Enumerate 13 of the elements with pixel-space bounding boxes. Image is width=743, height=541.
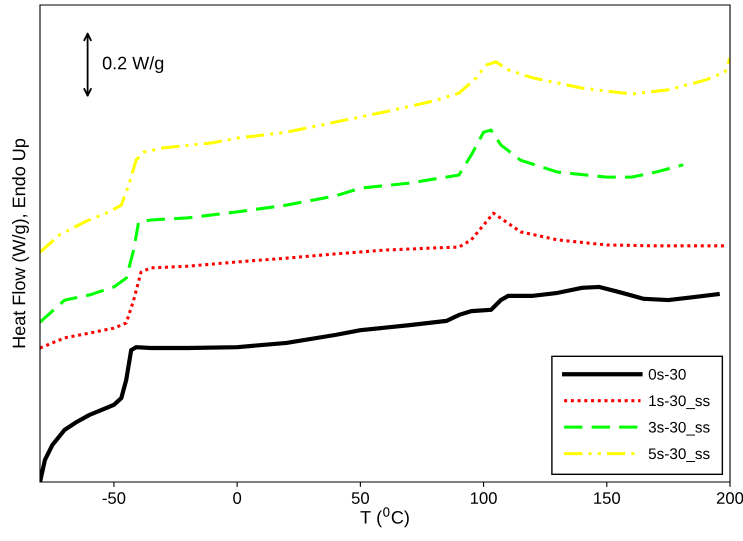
annotation: 0.2 W/g — [102, 56, 164, 74]
legend-label: 5s-30_ss — [648, 448, 710, 462]
y-axis-title: Heat Flow (W/g), Endo Up — [12, 138, 29, 348]
legend-label: 0s-30 — [648, 368, 686, 380]
x-tick-label: 150 — [594, 492, 620, 504]
legend-label: 1s-30_ss — [649, 395, 710, 410]
x-tick-label: 200 — [716, 492, 743, 504]
x-tick-label: 50 — [352, 492, 369, 504]
legend-label: 3s-30_ss — [648, 422, 710, 436]
x-tick-label: -50 — [102, 492, 126, 504]
x-tick-label: 100 — [470, 492, 497, 504]
x-axis-title: T ($^{0}$C) — [360, 507, 409, 528]
x-tick-label: 0 — [233, 492, 242, 504]
